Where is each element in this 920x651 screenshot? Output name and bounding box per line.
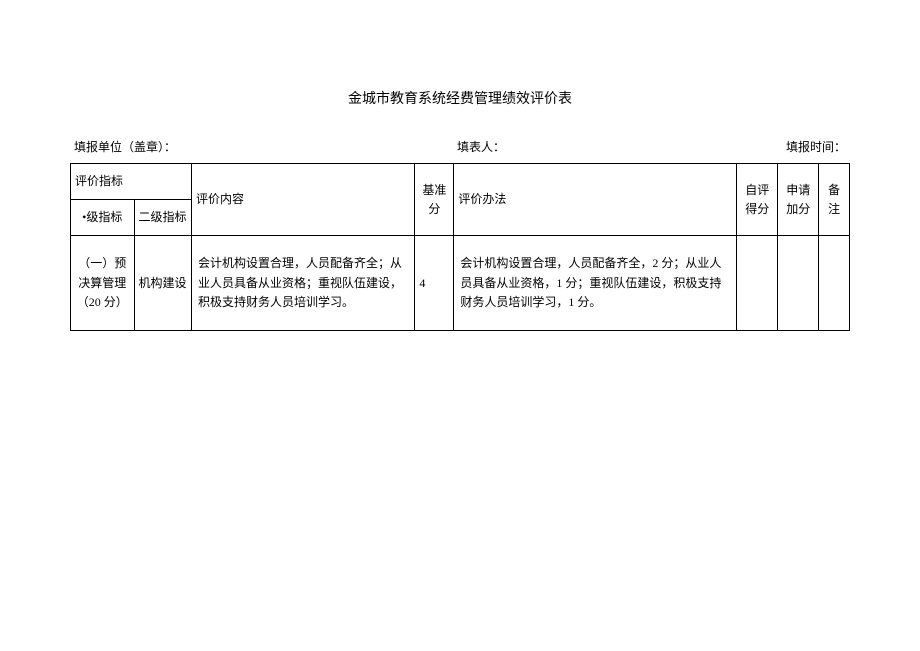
header-base-score: 基准分 xyxy=(415,164,454,236)
header-content: 评价内容 xyxy=(191,164,414,236)
cell-base-score: 4 xyxy=(415,236,454,331)
page-title: 金城市教育系统经费管理绩效评价表 xyxy=(70,88,850,108)
header-bonus: 申请加分 xyxy=(778,164,819,236)
cell-self-score xyxy=(737,236,778,331)
header-row-1: 评价指标 评价内容 基准分 评价办法 自评得分 申请加分 备注 xyxy=(71,164,850,200)
cell-method: 会计机构设置合理，人员配备齐全，2 分；从业人员具备从业资格，1 分；重视队伍建… xyxy=(454,236,737,331)
header-eval-indicator: 评价指标 xyxy=(71,164,192,200)
unit-label: 填报单位（盖章）： xyxy=(74,138,176,155)
evaluation-table: 评价指标 评价内容 基准分 评价办法 自评得分 申请加分 备注 •级指标 二级指… xyxy=(70,163,850,331)
table-row: （一）预决算管理（20 分） 机构建设 会计机构设置合理，人员配备齐全；从业人员… xyxy=(71,236,850,331)
cell-content: 会计机构设置合理，人员配备齐全；从业人员具备从业资格；重视队伍建设，积极支持财务… xyxy=(191,236,414,331)
header-level1: •级指标 xyxy=(71,200,135,236)
header-note: 备注 xyxy=(819,164,850,236)
header-level2: 二级指标 xyxy=(134,200,191,236)
header-method: 评价办法 xyxy=(454,164,737,236)
cell-level1: （一）预决算管理（20 分） xyxy=(71,236,135,331)
meta-row: 填报单位（盖章）： 填表人： 填报时间： xyxy=(70,138,850,155)
cell-bonus xyxy=(778,236,819,331)
time-label: 填报时间： xyxy=(786,138,846,155)
cell-level2: 机构建设 xyxy=(134,236,191,331)
filler-label: 填表人： xyxy=(457,138,505,155)
cell-note xyxy=(819,236,850,331)
header-self-score: 自评得分 xyxy=(737,164,778,236)
